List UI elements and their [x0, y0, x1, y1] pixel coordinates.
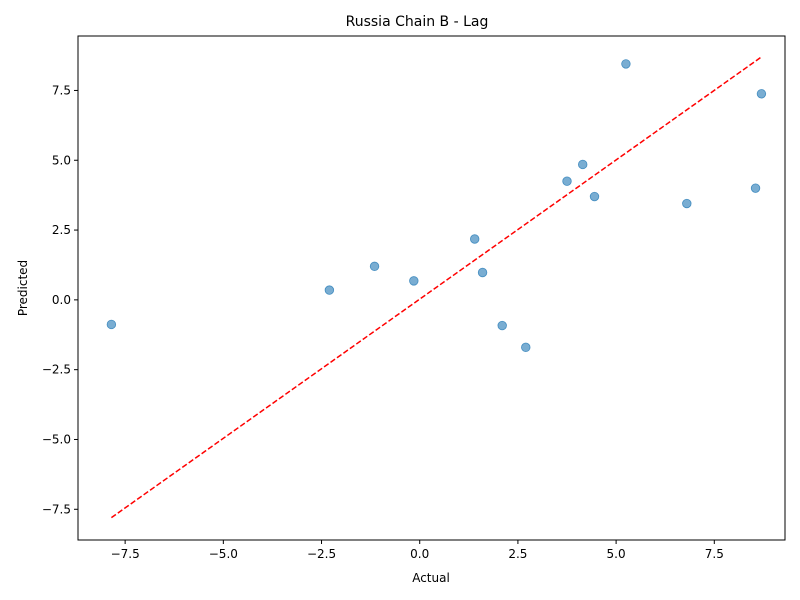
x-axis: −7.5 −5.0 −2.5 0.0 2.5 5.0 7.5	[111, 540, 724, 561]
x-tick-label: −5.0	[209, 547, 238, 561]
y-tick-label: 0.0	[52, 293, 71, 307]
scatter-point-14	[756, 89, 767, 99]
y-tick-label: 2.5	[52, 223, 71, 237]
scatter-point-13	[750, 183, 761, 193]
x-tick-label: 2.5	[508, 547, 527, 561]
chart-title: Russia Chain B - Lag	[346, 14, 489, 30]
scatter-point-3	[409, 276, 419, 286]
y-tick-label: −2.5	[42, 363, 71, 377]
plot-area	[106, 56, 767, 519]
scatter-point-12	[682, 198, 692, 209]
y-axis-label: Predicted	[16, 260, 30, 316]
reference-line	[110, 56, 762, 519]
scatter-point-11	[621, 59, 631, 69]
x-tick-label: 7.5	[705, 547, 724, 561]
y-tick-label: −7.5	[42, 502, 71, 516]
scatter-point-8	[562, 176, 572, 186]
x-tick-label: 0.0	[410, 547, 429, 561]
y-tick-label: 5.0	[52, 153, 71, 167]
scatter-point-10	[589, 191, 600, 202]
x-tick-label: −2.5	[307, 547, 336, 561]
scatter-point-0	[106, 319, 117, 330]
scatter-point-2	[369, 261, 380, 272]
scatter-point-5	[477, 267, 488, 278]
axes-frame	[77, 35, 786, 541]
x-tick-label: 5.0	[607, 547, 626, 561]
scatter-point-6	[497, 320, 507, 331]
scatter-point-9	[578, 159, 588, 170]
scatter-point-7	[521, 342, 531, 353]
x-tick-label: −7.5	[111, 547, 140, 561]
scatter-point-1	[324, 285, 335, 295]
scatter-point-4	[470, 234, 480, 244]
y-axis: −7.5 −5.0 −2.5 0.0 2.5 5.0 7.5	[42, 83, 78, 516]
y-tick-label: −5.0	[42, 432, 71, 446]
x-axis-label: Actual	[412, 571, 450, 585]
y-tick-label: 7.5	[52, 83, 71, 97]
